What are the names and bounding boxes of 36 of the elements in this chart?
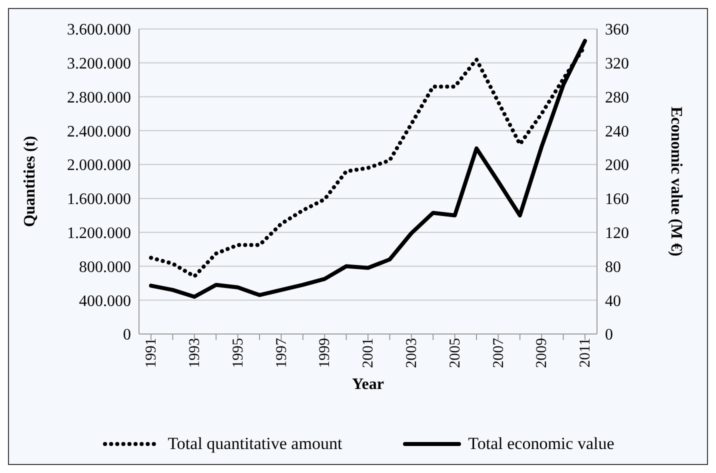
x-tick-label: 1999 (317, 338, 334, 368)
y2-tick-label: 40 (605, 292, 621, 310)
x-tick-label: 2005 (447, 338, 464, 368)
x-tick-label: 1997 (274, 338, 290, 368)
x-tick-label: 1993 (187, 338, 204, 368)
y-tick-label: 2.800.000 (67, 89, 131, 106)
y2-tick-label: 0 (605, 326, 613, 344)
x-tick-label: 2003 (404, 338, 420, 368)
y-tick-label: 1.200.000 (67, 225, 131, 242)
y-axis-title: Quantities (t) (22, 136, 39, 228)
y2-tick-label: 240 (605, 123, 629, 140)
y2-tick-label: 160 (605, 191, 629, 208)
y2-axis-title: Economic value (M €) (667, 106, 684, 256)
y-tick-label: 3.600.000 (67, 22, 131, 39)
legend-label: Total economic value (468, 434, 614, 454)
y2-tick-label: 320 (605, 56, 629, 73)
y-tick-label: 3.200.000 (67, 56, 131, 73)
legend-label: Total quantitative amount (168, 434, 342, 454)
x-tick-label: 2007 (490, 338, 507, 368)
y2-tick-label: 280 (605, 89, 629, 106)
y-tick-label: 400.000 (79, 292, 131, 310)
y-tick-label: 800.000 (79, 258, 131, 276)
x-tick-label: 1995 (230, 338, 246, 368)
y-tick-label: 0 (123, 326, 131, 344)
y-tick-label: 1.600.000 (67, 191, 131, 208)
x-tick-label: 2001 (360, 338, 377, 368)
x-tick-label: 1991 (144, 338, 160, 368)
y2-tick-label: 120 (605, 225, 629, 242)
x-tick-label: 2011 (578, 338, 594, 368)
y-tick-label: 2.000.000 (67, 157, 131, 174)
x-tick-label: 2009 (534, 338, 550, 368)
y2-tick-label: 200 (605, 157, 629, 174)
x-axis-title: Year (352, 376, 384, 393)
y2-tick-label: 80 (605, 258, 621, 276)
y2-tick-label: 360 (605, 22, 629, 39)
y-tick-label: 2.400.000 (67, 123, 131, 140)
